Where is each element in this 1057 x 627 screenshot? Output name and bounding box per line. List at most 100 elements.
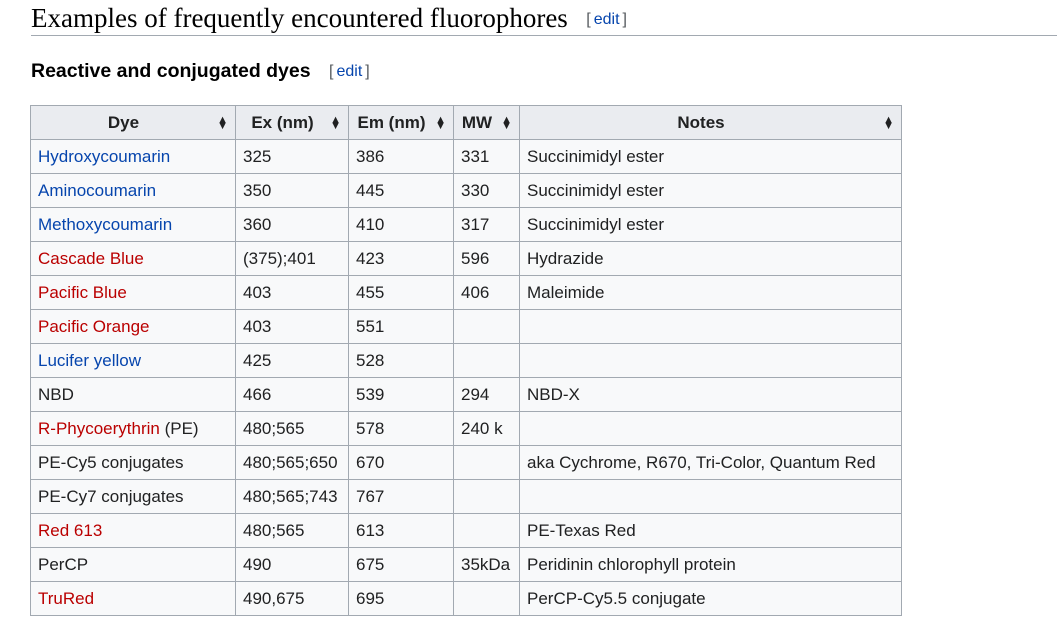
cell-mw: 35kDa [453, 547, 520, 582]
subsection-heading: Reactive and conjugated dyes [edit] [31, 58, 370, 84]
cell-em: 410 [348, 207, 454, 242]
cell-dye: PE-Cy5 conjugates [30, 445, 236, 480]
cell-em: 767 [348, 479, 454, 514]
cell-dye: Pacific Orange [30, 309, 236, 344]
dye-link[interactable]: Methoxycoumarin [38, 214, 173, 234]
dye-link[interactable]: Pacific Orange [38, 316, 150, 336]
cell-ex: 425 [235, 343, 349, 378]
cell-notes: Succinimidyl ester [519, 139, 902, 174]
cell-ex: 480;565;743 [235, 479, 349, 514]
cell-notes: Succinimidyl ester [519, 173, 902, 208]
cell-mw [453, 581, 520, 616]
dye-link[interactable]: Hydroxycoumarin [38, 146, 171, 166]
section-title: Examples of frequently encountered fluor… [31, 3, 568, 33]
cell-dye: Lucifer yellow [30, 343, 236, 378]
dye-link[interactable]: Red 613 [38, 520, 103, 540]
cell-notes [519, 479, 902, 514]
cell-mw: 317 [453, 207, 520, 242]
cell-em: 578 [348, 411, 454, 446]
cell-mw [453, 309, 520, 344]
cell-ex: 403 [235, 275, 349, 310]
dye-suffix: (PE) [159, 418, 199, 438]
cell-notes: Succinimidyl ester [519, 207, 902, 242]
table-row: PE-Cy7 conjugates 480;565;743 767 [30, 479, 902, 514]
subsection-edit: [edit] [329, 63, 370, 80]
sort-arrows-icon[interactable]: ▲ ▼ [330, 113, 341, 132]
cell-mw [453, 479, 520, 514]
dye-link[interactable]: Pacific Blue [38, 282, 127, 302]
cell-dye: Methoxycoumarin [30, 207, 236, 242]
table-row: Hydroxycoumarin 325 386 331 Succinimidyl est… [30, 139, 902, 174]
cell-ex: 350 [235, 173, 349, 208]
cell-ex: 490 [235, 547, 349, 582]
dye-link[interactable]: Lucifer yellow [38, 350, 141, 370]
cell-dye: PerCP [30, 547, 236, 582]
cell-ex: 325 [235, 139, 349, 174]
cell-mw: 596 [453, 241, 520, 276]
cell-ex: 490,675 [235, 581, 349, 616]
cell-em: 551 [348, 309, 454, 344]
cell-em: 670 [348, 445, 454, 480]
cell-notes: PerCP-Cy5.5 conjugate [519, 581, 902, 616]
cell-mw [453, 343, 520, 378]
table-row: PE-Cy5 conjugates 480;565;650 670 aka Cychr… [30, 445, 902, 480]
cell-notes [519, 343, 902, 378]
dye-link[interactable]: R-Phycoerythrin [38, 418, 160, 438]
cell-mw: 406 [453, 275, 520, 310]
cell-ex: 480;565 [235, 513, 349, 548]
table-body: Hydroxycoumarin 325 386 331 Succinimidyl est… [30, 139, 902, 616]
table-row: NBD 466 539 294 NBD-X [30, 377, 902, 412]
cell-ex: 466 [235, 377, 349, 412]
table-row: Red 613 480;565 613 PE-Texas Red [30, 513, 902, 548]
dye-link[interactable]: Aminocoumarin [38, 180, 157, 200]
sort-arrows-icon[interactable]: ▲ ▼ [217, 113, 228, 132]
table-row: Aminocoumarin 350 445 330 Succinimidyl ester [30, 173, 902, 208]
cell-mw: 294 [453, 377, 520, 412]
cell-mw: 330 [453, 173, 520, 208]
cell-dye: Hydroxycoumarin [30, 139, 236, 174]
column-header-mw[interactable]: MW ▲ ▼ [453, 105, 520, 140]
column-header-em[interactable]: Em (nm) ▲ ▼ [348, 105, 454, 140]
cell-em: 423 [348, 241, 454, 276]
cell-dye: Cascade Blue [30, 241, 236, 276]
sort-arrows-icon[interactable]: ▲ ▼ [883, 113, 894, 132]
cell-em: 455 [348, 275, 454, 310]
dye-link[interactable]: Cascade Blue [38, 248, 144, 268]
cell-em: 613 [348, 513, 454, 548]
cell-em: 528 [348, 343, 454, 378]
column-header-dye[interactable]: Dye ▲ ▼ [30, 105, 236, 140]
cell-em: 675 [348, 547, 454, 582]
cell-mw: 331 [453, 139, 520, 174]
sort-arrows-icon[interactable]: ▲ ▼ [435, 113, 446, 132]
dye-name: PerCP [38, 554, 89, 574]
cell-ex: 403 [235, 309, 349, 344]
cell-ex: 480;565;650 [235, 445, 349, 480]
cell-dye: TruRed [30, 581, 236, 616]
column-header-ex[interactable]: Ex (nm) ▲ ▼ [235, 105, 349, 140]
cell-notes: Hydrazide [519, 241, 902, 276]
sort-arrows-icon[interactable]: ▲ ▼ [501, 113, 512, 132]
cell-em: 445 [348, 173, 454, 208]
cell-ex: (375);401 [235, 241, 349, 276]
cell-em: 539 [348, 377, 454, 412]
section-edit: [edit] [586, 11, 627, 28]
cell-notes: aka Cychrome, R670, Tri-Color, Quantum R… [519, 445, 902, 480]
cell-dye: Red 613 [30, 513, 236, 548]
subsection-title: Reactive and conjugated dyes [31, 60, 311, 82]
cell-dye: Aminocoumarin [30, 173, 236, 208]
cell-notes: Peridinin chlorophyll protein [519, 547, 902, 582]
table-row: TruRed 490,675 695 PerCP-Cy5.5 conjugate [30, 581, 902, 616]
table-row: Methoxycoumarin 360 410 317 Succinimidyl est… [30, 207, 902, 242]
dye-name: PE-Cy7 conjugates [38, 486, 184, 506]
cell-ex: 360 [235, 207, 349, 242]
table-row: Lucifer yellow 425 528 [30, 343, 902, 378]
dye-link[interactable]: TruRed [38, 588, 95, 608]
cell-ex: 480;565 [235, 411, 349, 446]
subsection-edit-link[interactable]: edit [336, 63, 363, 80]
table-row: Cascade Blue (375);401 423 596 Hydrazide [30, 241, 902, 276]
cell-dye: PE-Cy7 conjugates [30, 479, 236, 514]
column-header-notes[interactable]: Notes ▲ ▼ [519, 105, 902, 140]
cell-em: 695 [348, 581, 454, 616]
table-row: Pacific Orange 403 551 [30, 309, 902, 344]
section-edit-link[interactable]: edit [593, 11, 620, 28]
